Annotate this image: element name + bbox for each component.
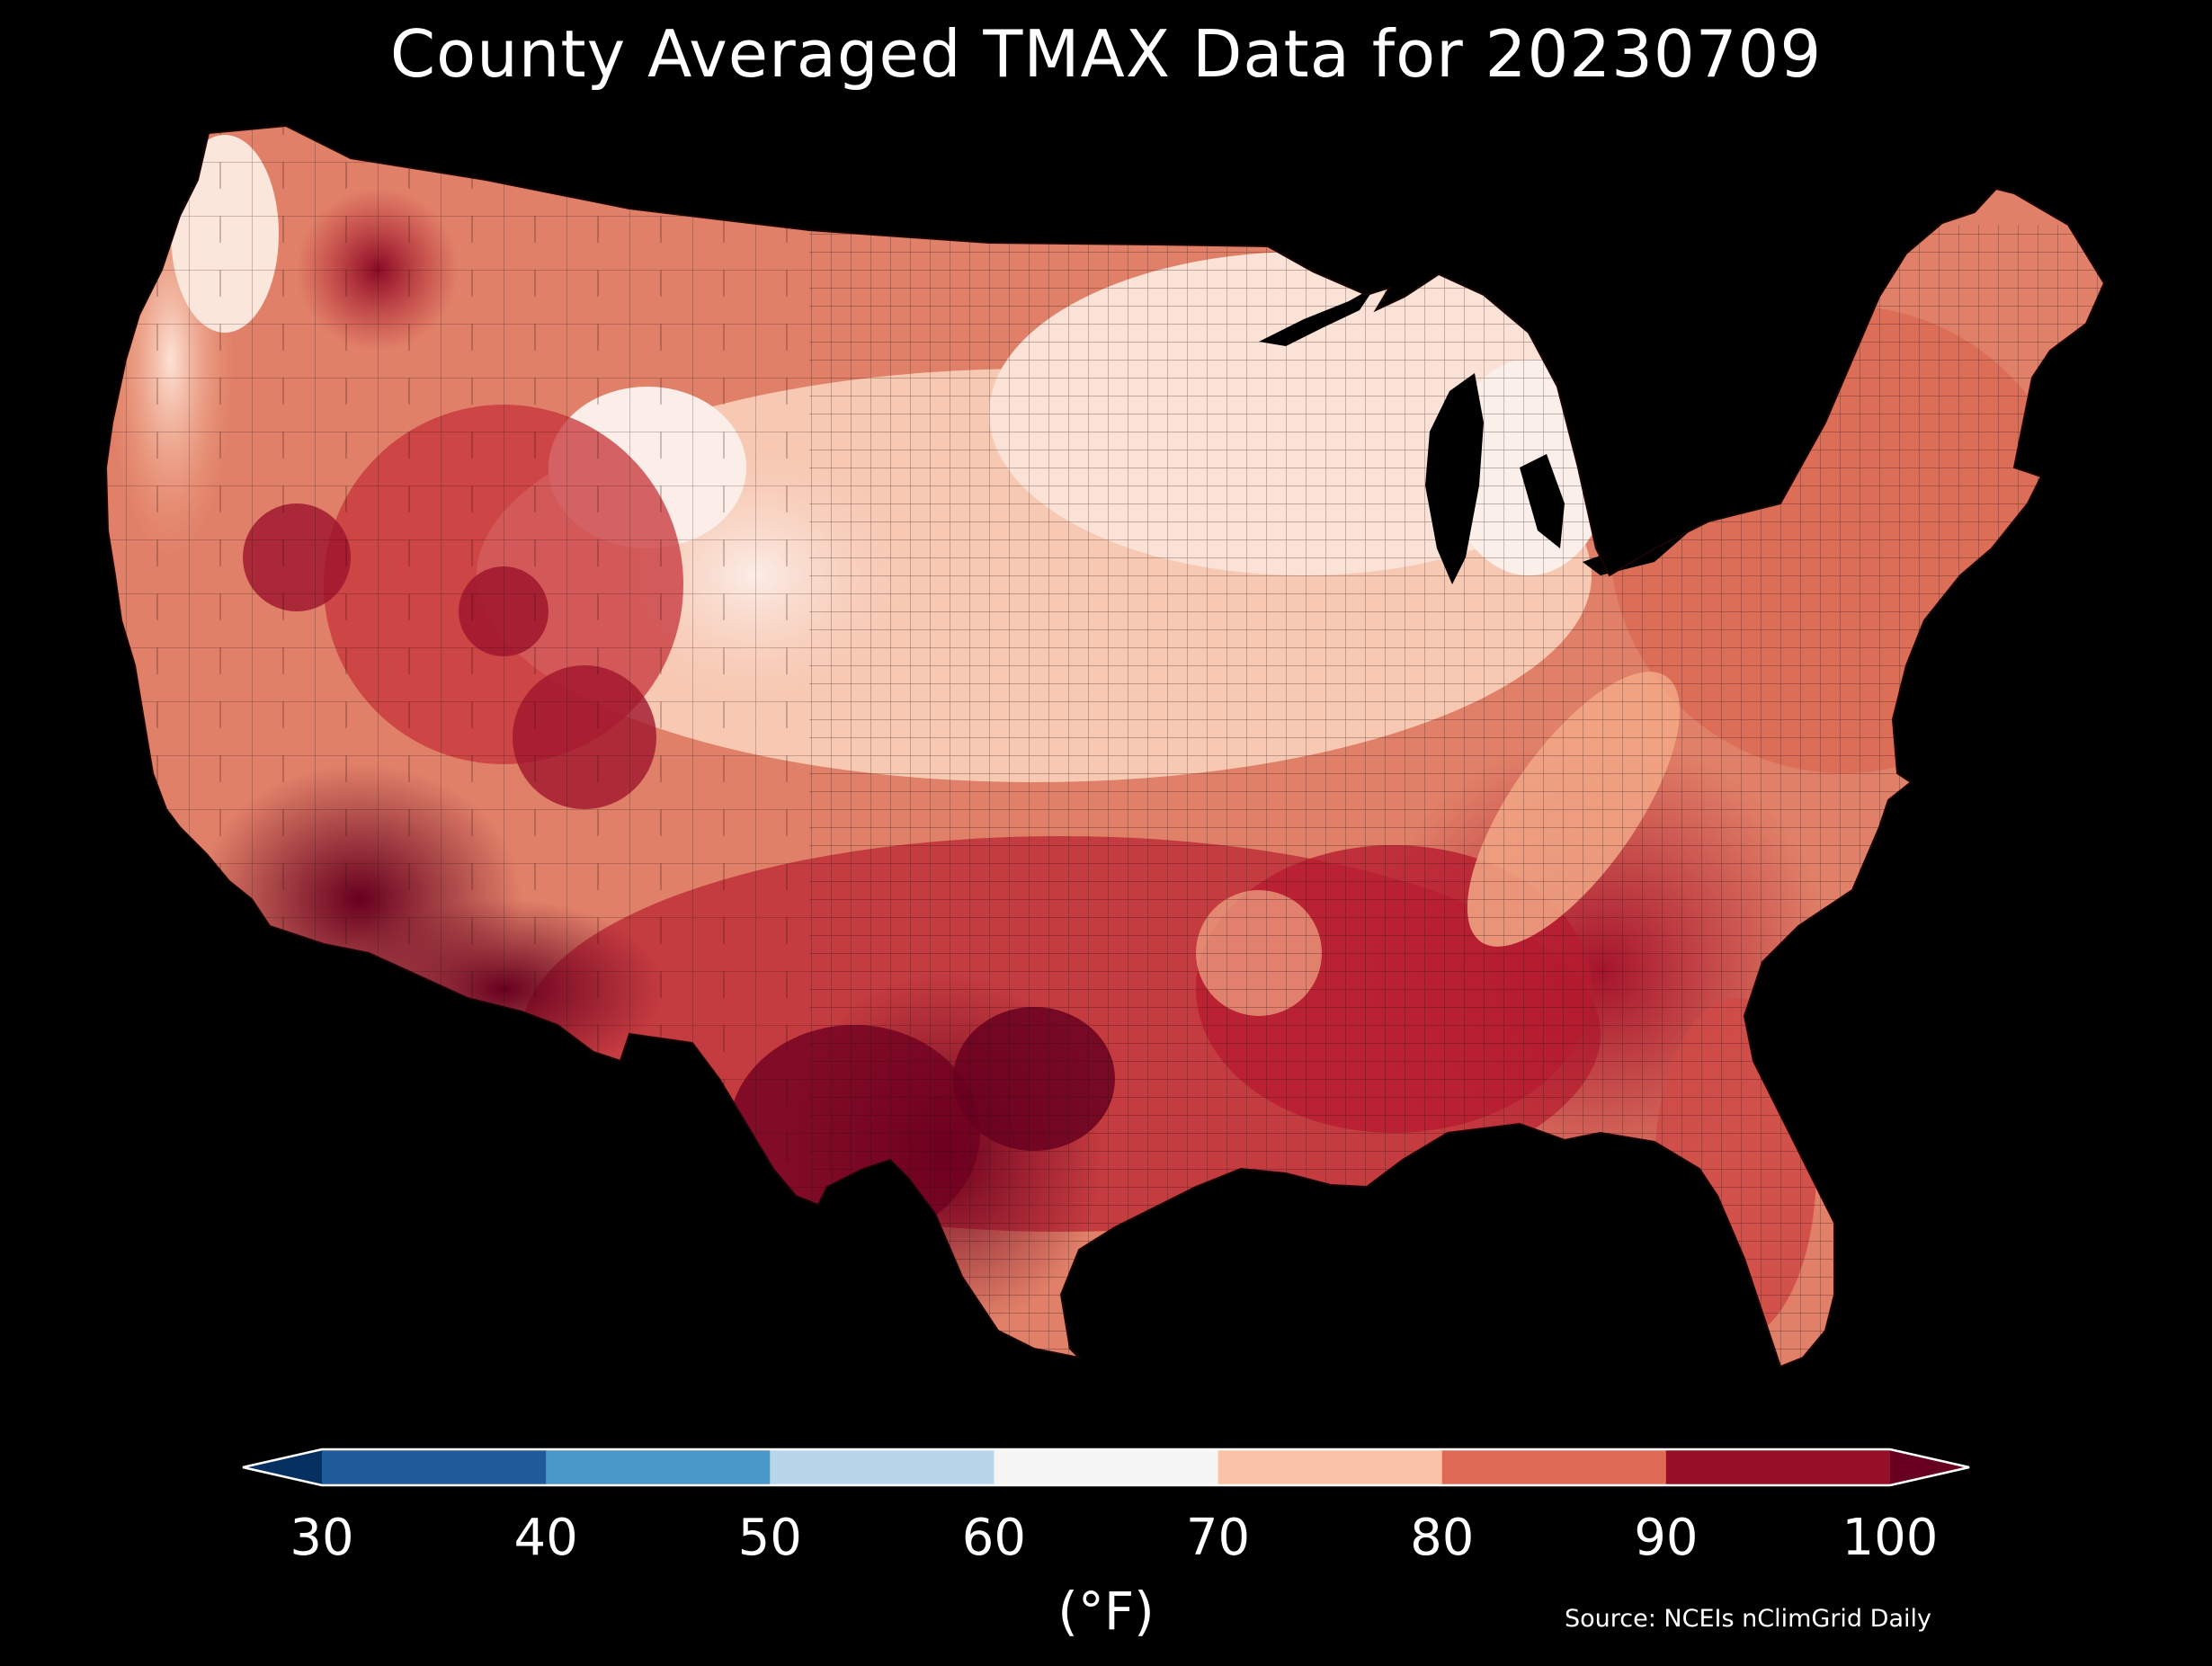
source-credit: Source: NCEIs nClimGrid Daily	[1565, 1605, 1931, 1633]
colorbar-units-label: (°F)	[1057, 1581, 1155, 1642]
colorbar-tick-label: 40	[513, 1509, 578, 1567]
colorbar-outline	[242, 1448, 1970, 1487]
great-lakes	[1259, 286, 1690, 584]
colorbar-extend-low	[243, 1449, 322, 1485]
colorbar-bin-40-50	[546, 1449, 771, 1485]
colorbar-extend-high	[1890, 1449, 1969, 1485]
colorbar-tick-label: 100	[1842, 1509, 1939, 1567]
colorbar-tick-label: 90	[1634, 1509, 1699, 1567]
map-title: County Averaged TMAX Data for 20230709	[389, 16, 1823, 92]
colorbar-bin-70-80	[1217, 1449, 1443, 1485]
colorbar-tick-label: 50	[737, 1509, 802, 1567]
colorbar-tick-label: 60	[961, 1509, 1027, 1567]
colorbar-tick-label: 30	[290, 1509, 354, 1567]
colorbar-bin-80-90	[1441, 1449, 1667, 1485]
colorbar-tick-label: 70	[1185, 1509, 1251, 1567]
colorbar-bin-60-70	[994, 1449, 1219, 1485]
colorbar-tick-label: 80	[1410, 1509, 1475, 1567]
colorbar-bin-50-60	[770, 1449, 995, 1485]
colorbar-bin-90-100	[1665, 1449, 1891, 1485]
colorbar-bin-30-40	[322, 1449, 547, 1485]
